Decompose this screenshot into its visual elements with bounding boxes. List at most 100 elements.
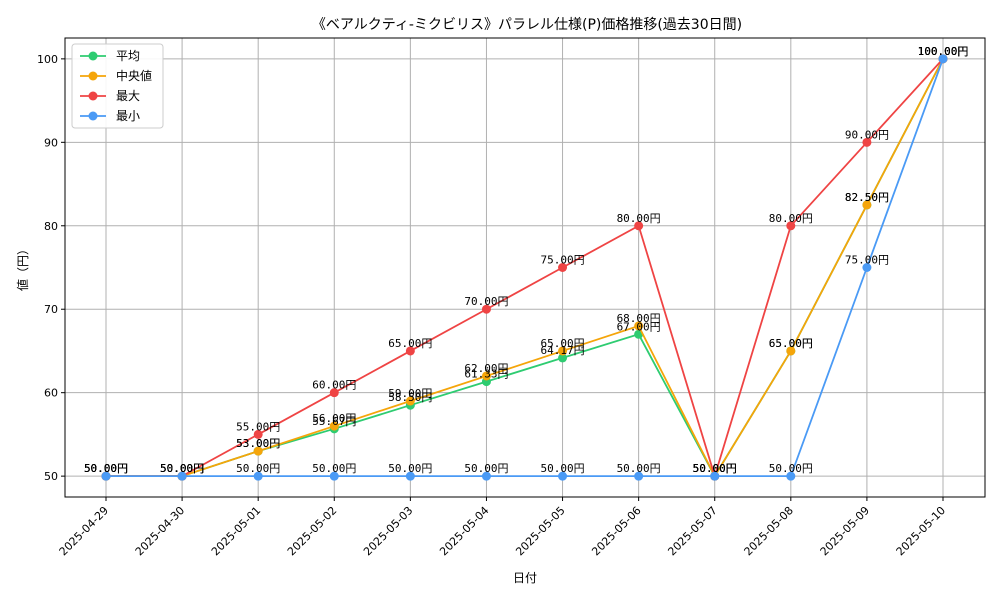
y-tick-label: 80 xyxy=(44,220,58,233)
data-label: 82.50円 xyxy=(845,191,889,204)
data-point xyxy=(177,471,187,481)
data-labels: 50.00円 50.00円 53.00円 55.67円 58.50円 61.33円 64.1… xyxy=(84,45,968,475)
legend-marker xyxy=(88,91,98,101)
data-label: 67.00円 xyxy=(617,320,661,333)
data-label: 65.00円 xyxy=(769,337,813,350)
data-point xyxy=(558,353,568,363)
data-point xyxy=(329,388,339,398)
data-label: 70.00円 xyxy=(464,295,508,308)
legend-label: 最小 xyxy=(116,109,140,123)
data-label: 50.00円 xyxy=(693,462,737,475)
data-label: 60.00円 xyxy=(312,379,356,392)
y-tick-label: 60 xyxy=(44,387,58,400)
legend-marker xyxy=(88,51,98,61)
data-point xyxy=(938,54,948,64)
x-axis-label: 日付 xyxy=(513,571,537,585)
data-label: 90.00円 xyxy=(845,128,889,141)
x-tick-label: 2025-05-09 xyxy=(818,504,872,558)
legend-label: 最大 xyxy=(116,89,140,103)
y-tick-label: 100 xyxy=(37,53,58,66)
data-point xyxy=(329,421,339,431)
x-tick-label: 2025-04-29 xyxy=(57,504,111,558)
data-label: 50.00円 xyxy=(693,462,737,475)
data-label: 50.00円 xyxy=(160,462,204,475)
data-point xyxy=(481,371,491,381)
data-label: 50.00円 xyxy=(236,462,280,475)
x-tick-label: 2025-05-06 xyxy=(589,504,643,558)
data-label: 80.00円 xyxy=(617,212,661,225)
x-tick-label: 2025-05-04 xyxy=(437,504,491,558)
data-point xyxy=(634,321,644,331)
y-tick-label: 70 xyxy=(44,303,58,316)
data-point xyxy=(405,396,415,406)
data-label: 80.00円 xyxy=(769,212,813,225)
data-label: 50.00円 xyxy=(84,462,128,475)
data-point xyxy=(405,346,415,356)
data-label: 61.33円 xyxy=(464,368,508,381)
y-axis-label: 値（円） xyxy=(15,243,30,291)
data-label: 64.17円 xyxy=(540,344,584,357)
y-tick-label: 90 xyxy=(44,136,58,149)
data-point xyxy=(786,221,796,231)
data-point xyxy=(634,221,644,231)
data-point xyxy=(329,471,339,481)
data-point xyxy=(253,471,263,481)
data-label: 50.00円 xyxy=(464,462,508,475)
x-tick-label: 2025-05-07 xyxy=(665,504,719,558)
data-point xyxy=(101,471,111,481)
data-label: 75.00円 xyxy=(845,254,889,267)
data-label: 75.00円 xyxy=(540,254,584,267)
data-label: 50.00円 xyxy=(84,462,128,475)
x-tick-label: 2025-05-03 xyxy=(361,504,415,558)
data-label: 50.00円 xyxy=(769,462,813,475)
data-label: 100.00円 xyxy=(918,45,969,58)
series-line xyxy=(106,58,944,478)
legend-box xyxy=(71,43,164,129)
data-point xyxy=(253,429,263,439)
data-point xyxy=(786,346,796,356)
data-point xyxy=(481,471,491,481)
x-tick-label: 2025-05-02 xyxy=(285,504,339,558)
data-point xyxy=(862,200,872,210)
data-label: 65.00円 xyxy=(769,337,813,350)
series-line xyxy=(106,58,944,478)
data-point xyxy=(862,137,872,147)
data-label: 55.00円 xyxy=(236,420,280,433)
legend-marker xyxy=(88,71,98,81)
series-layer xyxy=(101,54,948,481)
x-tick-label: 2025-05-08 xyxy=(742,504,796,558)
data-label: 50.00円 xyxy=(160,462,204,475)
data-label: 65.00円 xyxy=(388,337,432,350)
data-label: 50.00円 xyxy=(84,462,128,475)
data-label: 56.00円 xyxy=(312,412,356,425)
data-label: 50.00円 xyxy=(84,462,128,475)
data-point xyxy=(558,471,568,481)
x-tick-label: 2025-04-30 xyxy=(133,504,187,558)
data-label: 50.00円 xyxy=(617,462,661,475)
data-point xyxy=(710,471,720,481)
series-line xyxy=(106,58,944,478)
data-label: 50.00円 xyxy=(540,462,584,475)
series-line xyxy=(106,58,944,480)
legend-marker xyxy=(88,111,98,121)
data-point xyxy=(558,346,568,356)
data-point xyxy=(862,263,872,272)
x-tick-label: 2025-05-10 xyxy=(894,504,948,558)
data-point xyxy=(253,446,263,456)
data-point xyxy=(786,471,796,481)
data-label: 53.00円 xyxy=(236,437,280,450)
data-label: 50.00円 xyxy=(693,462,737,475)
y-tick-label: 50 xyxy=(44,470,58,483)
data-label: 50.00円 xyxy=(312,462,356,475)
data-label: 50.00円 xyxy=(388,462,432,475)
data-point xyxy=(558,263,568,272)
data-label: 62.00円 xyxy=(464,362,508,375)
data-label: 50.00円 xyxy=(693,462,737,475)
x-tick-label: 2025-05-01 xyxy=(209,504,263,558)
grid xyxy=(65,38,985,497)
x-tick-label: 2025-05-05 xyxy=(513,504,567,558)
data-point xyxy=(634,471,644,481)
data-label: 59.00円 xyxy=(388,387,432,400)
